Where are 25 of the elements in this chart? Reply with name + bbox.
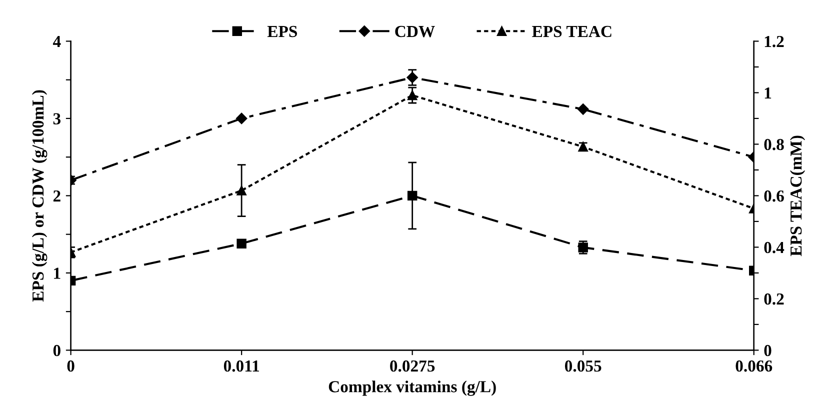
y2-tick-label: 0	[764, 344, 772, 356]
y-tick-label: 1	[54, 268, 60, 279]
y2-tick-label: 0.2	[764, 293, 784, 305]
x-tick-label: 0.011	[224, 360, 259, 372]
y-tick-label: 2	[53, 190, 60, 202]
y2-tick-label: 0.8	[764, 138, 784, 150]
legend-label: EPS	[267, 26, 297, 38]
point	[236, 112, 248, 124]
x-tick-label: 0.066	[736, 360, 772, 372]
point	[577, 104, 589, 115]
y-tick-label: 0	[53, 344, 60, 356]
x-axis-title: Complex vitamins (g/L)	[328, 380, 496, 396]
x-tick-label: 0	[67, 360, 74, 372]
x-tick-label: 0.0275	[390, 360, 435, 372]
legend-label: CDW	[395, 26, 435, 38]
y-tick-label: 4	[52, 36, 61, 47]
y2-tick-label: 0.4	[764, 242, 784, 254]
y-axis-title: EPS (g/L) or CDW (g/100mL)	[32, 90, 48, 302]
y2-tick-label: 1.2	[764, 36, 784, 48]
legend-label: EPS TEAC	[532, 26, 612, 38]
y-tick-label: 3	[53, 113, 61, 124]
y2-axis-title: EPS TEAC(mM)	[790, 136, 806, 256]
x-tick-label: 0.055	[564, 360, 602, 372]
y2-tick-label: 1	[764, 87, 772, 98]
y2-tick-label: 0.6	[764, 190, 784, 202]
